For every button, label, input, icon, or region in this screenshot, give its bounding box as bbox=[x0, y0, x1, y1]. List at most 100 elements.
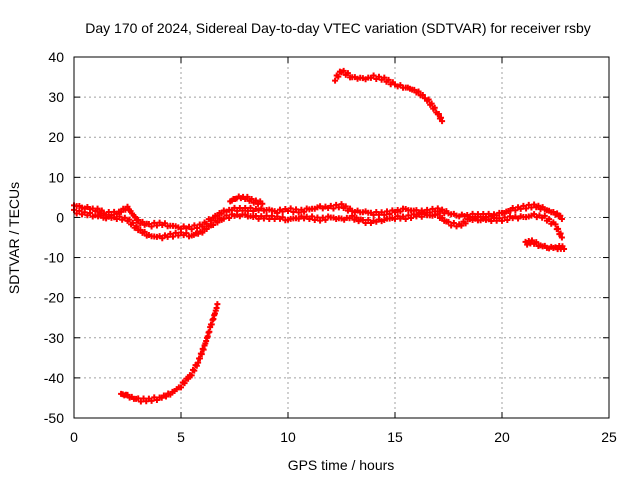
data-point bbox=[148, 223, 155, 230]
data-point bbox=[226, 214, 233, 221]
data-point bbox=[293, 206, 300, 213]
y-tick-label: 0 bbox=[56, 209, 64, 225]
data-point bbox=[129, 219, 136, 226]
data-point bbox=[445, 218, 452, 225]
data-point bbox=[335, 73, 342, 80]
chart-title: Day 170 of 2024, Sidereal Day-to-day VTE… bbox=[85, 20, 591, 36]
data-point bbox=[349, 212, 356, 219]
data-point bbox=[218, 210, 225, 217]
data-point bbox=[365, 216, 372, 223]
data-point bbox=[220, 215, 227, 222]
data-point bbox=[517, 205, 524, 212]
data-point bbox=[561, 245, 568, 252]
data-point bbox=[199, 229, 206, 236]
x-axis-label: GPS time / hours bbox=[288, 457, 395, 473]
y-tick-label: 10 bbox=[48, 169, 64, 185]
data-point bbox=[124, 203, 131, 210]
y-tick-label: -40 bbox=[44, 370, 64, 386]
data-point bbox=[499, 217, 505, 224]
y-tick-label: 30 bbox=[48, 89, 64, 105]
data-point bbox=[533, 239, 540, 246]
data-point bbox=[94, 205, 101, 212]
data-point bbox=[340, 67, 347, 74]
data-point bbox=[188, 226, 195, 233]
data-point bbox=[185, 375, 192, 382]
data-point bbox=[385, 76, 392, 83]
x-tick-label: 10 bbox=[280, 429, 296, 445]
data-point bbox=[555, 225, 562, 232]
data-point bbox=[161, 220, 168, 227]
data-point bbox=[116, 213, 123, 220]
data-point bbox=[435, 110, 442, 117]
data-point bbox=[175, 232, 182, 239]
data-point bbox=[244, 193, 251, 200]
plot-frame bbox=[73, 56, 610, 419]
data-point bbox=[137, 226, 144, 233]
data-point bbox=[135, 395, 142, 402]
data-point bbox=[214, 301, 221, 308]
data-point bbox=[148, 397, 155, 404]
data-point bbox=[178, 384, 184, 391]
x-tick-label: 0 bbox=[70, 429, 78, 445]
x-tick-label: 20 bbox=[494, 429, 510, 445]
data-point bbox=[438, 114, 445, 121]
data-point bbox=[247, 204, 254, 211]
data-point bbox=[558, 234, 565, 241]
data-point bbox=[193, 362, 200, 369]
data-point bbox=[169, 233, 176, 240]
data-point bbox=[431, 104, 438, 111]
data-point bbox=[504, 217, 511, 224]
data-point bbox=[528, 237, 535, 244]
data-point bbox=[531, 211, 538, 218]
series-afternoon-arc bbox=[332, 67, 446, 125]
data-point bbox=[439, 118, 446, 125]
data-point bbox=[118, 208, 125, 215]
data-layer bbox=[71, 67, 568, 405]
series-late-bump bbox=[227, 193, 266, 207]
data-point bbox=[287, 205, 294, 212]
data-point bbox=[381, 74, 388, 81]
x-tick-label: 25 bbox=[601, 429, 617, 445]
data-point bbox=[541, 212, 548, 219]
data-point bbox=[137, 398, 144, 405]
data-point bbox=[415, 88, 422, 95]
data-point bbox=[301, 208, 308, 215]
series-morning-arc bbox=[118, 301, 221, 405]
y-tick-label: 40 bbox=[48, 49, 64, 65]
data-point bbox=[210, 222, 217, 229]
data-point bbox=[434, 205, 441, 212]
data-point bbox=[322, 216, 329, 223]
data-point bbox=[450, 219, 457, 226]
data-point bbox=[163, 393, 170, 400]
data-point bbox=[375, 73, 382, 80]
data-point bbox=[76, 207, 83, 214]
data-point bbox=[244, 207, 251, 214]
data-point bbox=[259, 200, 266, 207]
data-point bbox=[132, 214, 139, 221]
data-point bbox=[135, 216, 142, 223]
data-point bbox=[439, 206, 446, 213]
data-point bbox=[266, 216, 273, 223]
data-point bbox=[462, 220, 469, 227]
data-point bbox=[183, 230, 190, 237]
y-axis-label: SDTVAR / TECUs bbox=[6, 182, 22, 294]
y-tick-label: -30 bbox=[44, 330, 64, 346]
data-point bbox=[557, 212, 564, 219]
data-point bbox=[402, 216, 409, 223]
data-point bbox=[557, 230, 564, 237]
data-point bbox=[342, 203, 349, 210]
data-point bbox=[133, 223, 140, 230]
data-point bbox=[126, 216, 133, 223]
data-point bbox=[87, 209, 94, 216]
data-point bbox=[121, 214, 128, 221]
y-tick-label: -20 bbox=[44, 290, 64, 306]
data-point bbox=[263, 212, 270, 219]
x-tick-label: 15 bbox=[387, 429, 403, 445]
data-point bbox=[338, 201, 345, 208]
data-point bbox=[524, 241, 531, 248]
data-point bbox=[181, 380, 188, 387]
data-point bbox=[434, 211, 441, 218]
data-point bbox=[248, 196, 255, 203]
ticks: 0 5 10 15 20 25 -50 -40 -30 -20 -10 0 10 20 30 40 bbox=[44, 49, 617, 445]
y-tick-label: -50 bbox=[44, 410, 64, 426]
